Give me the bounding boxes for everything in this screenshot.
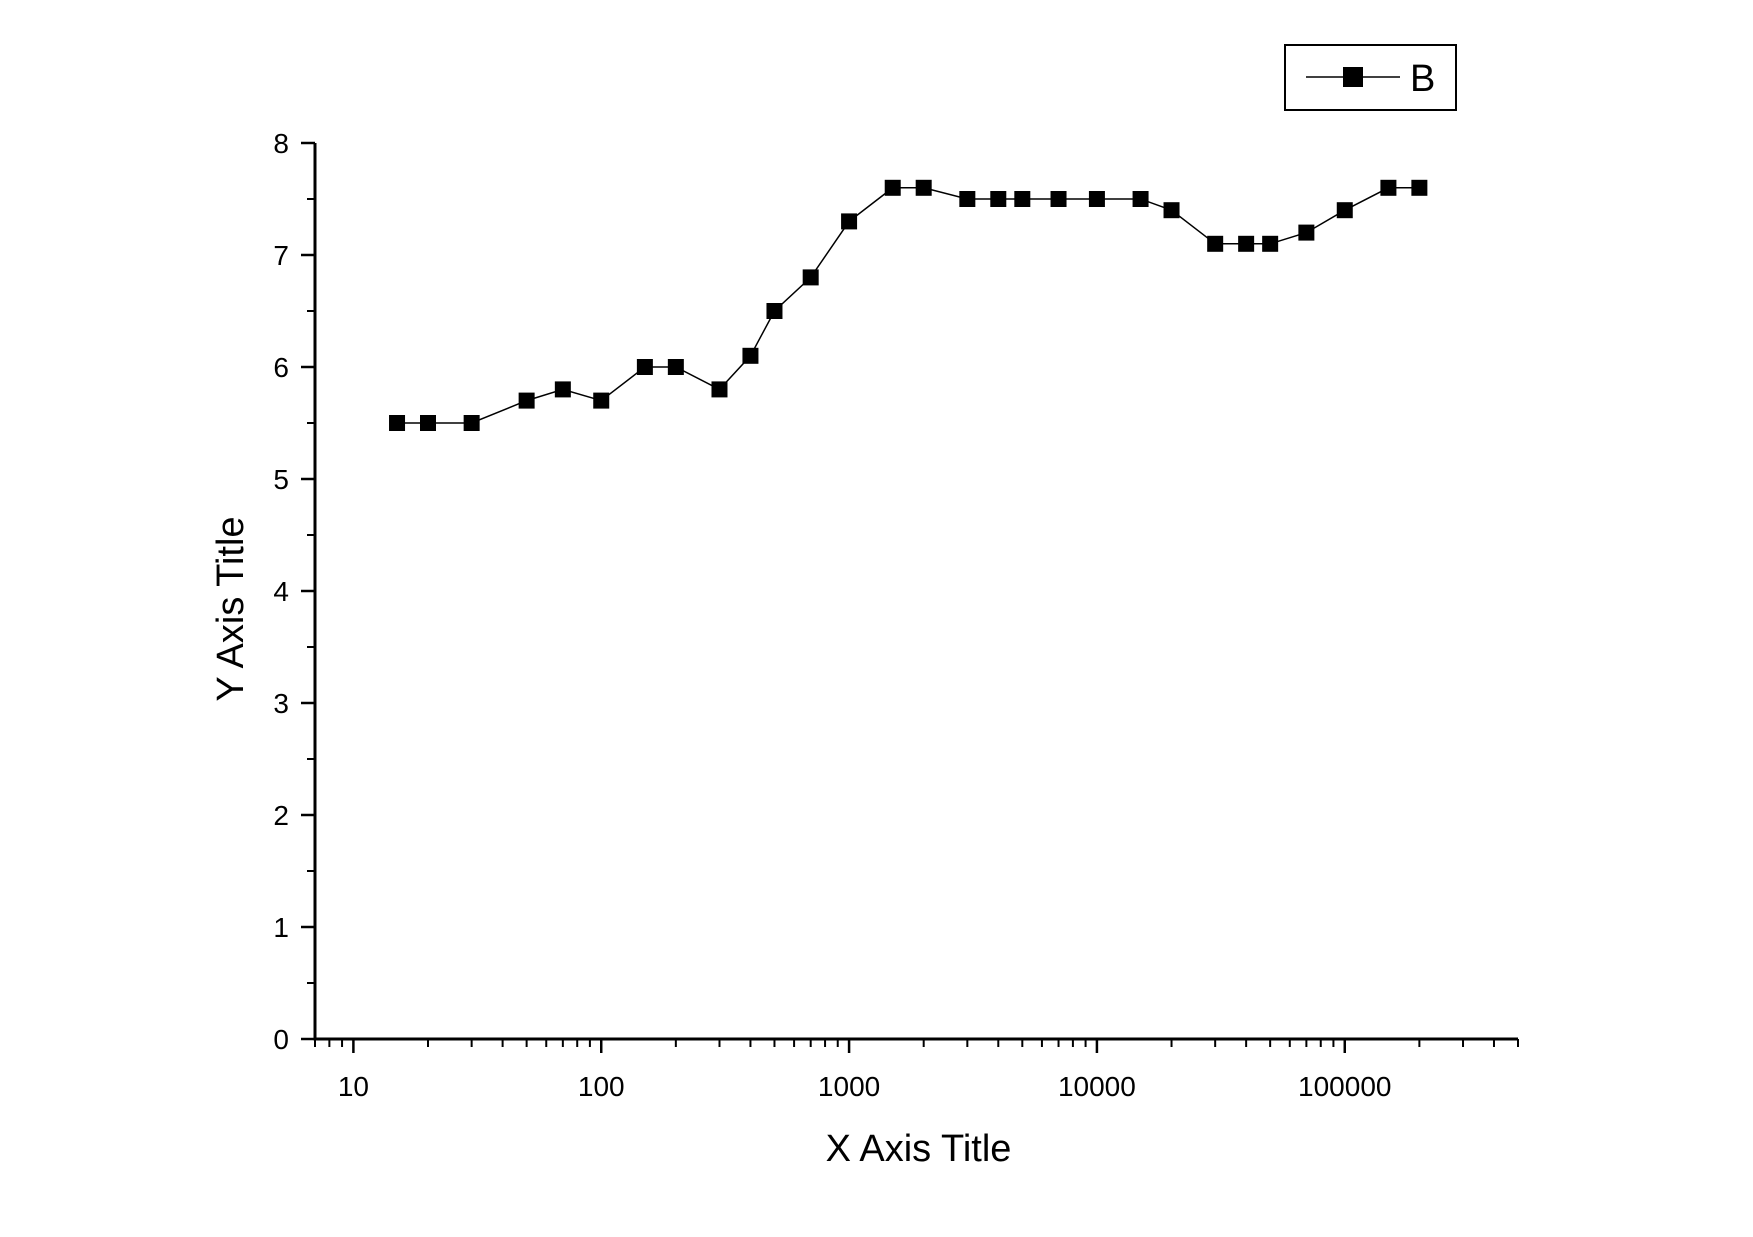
- data-point: [841, 213, 858, 230]
- data-point: [593, 392, 610, 409]
- y-tick-labels: 0 1 2 3 4 5 6 7 8: [273, 128, 289, 1055]
- data-point: [1088, 191, 1105, 207]
- y-tick-label: 6: [273, 352, 289, 383]
- data-point: [1298, 224, 1315, 241]
- legend-label: B: [1410, 58, 1435, 100]
- x-tick-label: 10: [338, 1071, 369, 1102]
- x-axis-title: X Axis Title: [826, 1128, 1012, 1170]
- data-point: [766, 303, 783, 319]
- data-point: [667, 359, 684, 375]
- data-point: [959, 191, 976, 207]
- x-tick-label: 1000: [818, 1071, 880, 1102]
- legend-marker: [1343, 67, 1363, 87]
- x-tick-label: 10000: [1058, 1071, 1136, 1102]
- data-point: [711, 381, 728, 398]
- y-axis-title: Y Axis Title: [210, 516, 252, 701]
- x-tick-label: 100000: [1298, 1071, 1391, 1102]
- y-tick-label: 4: [273, 576, 289, 607]
- data-point: [554, 381, 571, 398]
- data-point: [1050, 191, 1067, 207]
- data-point: [1238, 235, 1255, 252]
- y-tick-label: 2: [273, 800, 289, 831]
- data-point: [1411, 179, 1428, 196]
- data-point: [742, 347, 759, 364]
- data-point: [389, 415, 406, 431]
- data-point: [518, 392, 535, 409]
- y-tick-label: 7: [273, 240, 289, 271]
- y-tick-label: 1: [273, 912, 289, 943]
- x-tick-label: 100: [578, 1071, 625, 1102]
- data-point: [636, 359, 653, 375]
- y-major-ticks: [301, 141, 315, 1041]
- data-point: [1336, 202, 1353, 219]
- data-point: [1014, 191, 1031, 207]
- data-point: [1163, 202, 1180, 219]
- x-tick-labels: 10 100 1000 10000 100000: [338, 1071, 1392, 1102]
- y-minor-ticks: [307, 198, 315, 984]
- data-point: [1380, 179, 1397, 196]
- series-line: [397, 187, 1420, 424]
- y-tick-label: 8: [273, 128, 289, 159]
- y-tick-label: 5: [273, 464, 289, 495]
- y-tick-label: 0: [273, 1024, 289, 1055]
- data-point: [915, 179, 932, 196]
- data-point: [1207, 235, 1224, 252]
- series-markers: [389, 179, 1428, 431]
- y-tick-label: 3: [273, 688, 289, 719]
- data-point: [884, 179, 901, 196]
- x-major-ticks: [352, 1039, 1347, 1053]
- data-point: [1132, 191, 1149, 207]
- data-point: [1262, 235, 1279, 252]
- data-point: [990, 191, 1007, 207]
- data-point: [802, 269, 819, 286]
- legend: B: [1284, 44, 1457, 111]
- data-point: [463, 415, 480, 431]
- data-point: [419, 415, 436, 431]
- x-minor-ticks: [314, 1039, 1519, 1047]
